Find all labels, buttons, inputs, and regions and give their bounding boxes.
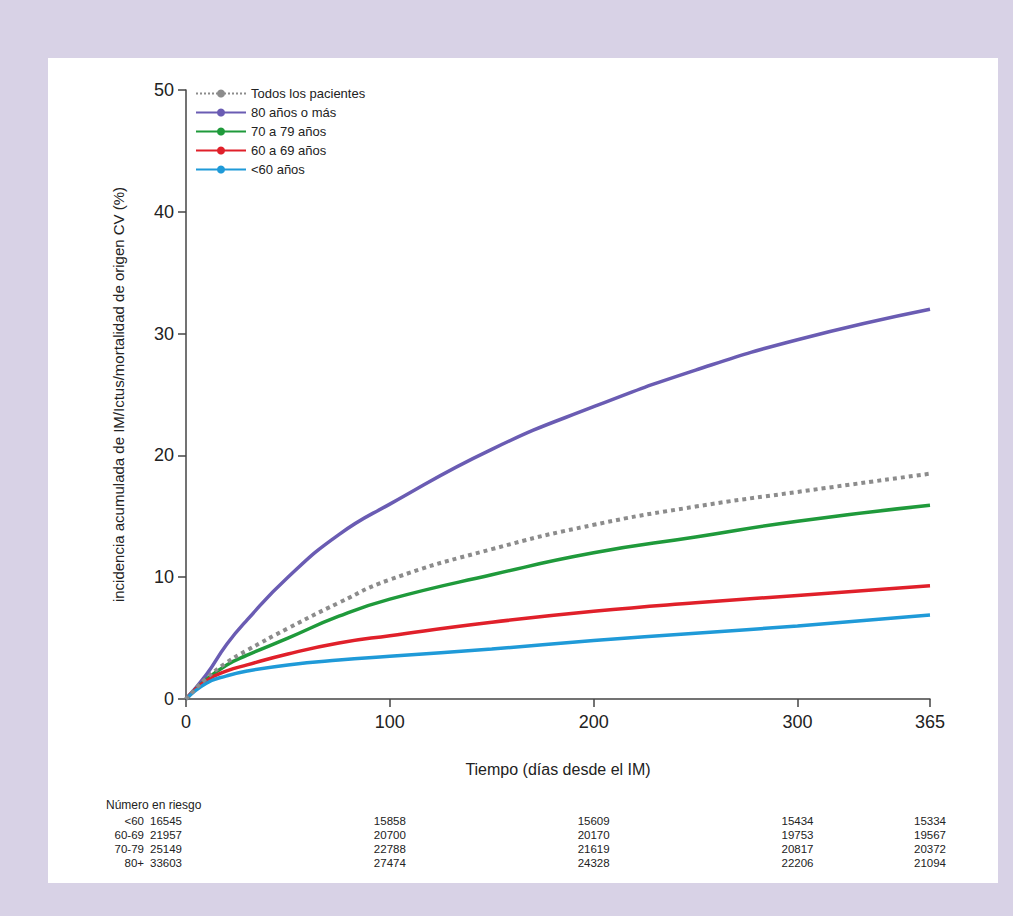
svg-text:<60 años: <60 años xyxy=(251,162,305,177)
svg-text:16545: 16545 xyxy=(150,815,182,827)
svg-text:25149: 25149 xyxy=(150,843,182,855)
svg-text:20817: 20817 xyxy=(782,843,814,855)
svg-text:20: 20 xyxy=(154,445,174,465)
svg-text:100: 100 xyxy=(375,712,405,732)
svg-text:21957: 21957 xyxy=(150,829,182,841)
svg-text:0: 0 xyxy=(181,712,191,732)
svg-text:40: 40 xyxy=(154,202,174,222)
svg-text:Tiempo (días desde el IM): Tiempo (días desde el IM) xyxy=(465,761,650,778)
svg-text:60-69: 60-69 xyxy=(115,829,144,841)
svg-text:Todos los pacientes: Todos los pacientes xyxy=(251,86,366,101)
svg-text:22206: 22206 xyxy=(782,857,814,869)
svg-text:33603: 33603 xyxy=(150,857,182,869)
svg-text:70-79: 70-79 xyxy=(115,843,144,855)
svg-text:80 años o más: 80 años o más xyxy=(251,105,337,120)
svg-text:60 a 69 años: 60 a 69 años xyxy=(251,143,327,158)
svg-text:30: 30 xyxy=(154,324,174,344)
svg-text:70 a 79 años: 70 a 79 años xyxy=(251,124,327,139)
svg-text:24328: 24328 xyxy=(578,857,610,869)
svg-text:20700: 20700 xyxy=(374,829,406,841)
svg-text:365: 365 xyxy=(915,712,945,732)
svg-text:80+: 80+ xyxy=(124,857,144,869)
svg-text:19753: 19753 xyxy=(782,829,814,841)
svg-text:200: 200 xyxy=(579,712,609,732)
svg-text:15858: 15858 xyxy=(374,815,406,827)
svg-text:50: 50 xyxy=(154,80,174,100)
svg-text:incidencia acumulada de IM/Ict: incidencia acumulada de IM/Ictus/mortali… xyxy=(110,187,127,602)
svg-text:22788: 22788 xyxy=(374,843,406,855)
svg-text:<60: <60 xyxy=(124,815,144,827)
svg-text:27474: 27474 xyxy=(374,857,407,869)
svg-text:15434: 15434 xyxy=(782,815,815,827)
svg-text:10: 10 xyxy=(154,567,174,587)
svg-text:15609: 15609 xyxy=(578,815,610,827)
svg-text:20170: 20170 xyxy=(578,829,610,841)
svg-text:20372: 20372 xyxy=(914,843,946,855)
svg-text:0: 0 xyxy=(164,689,174,709)
svg-text:300: 300 xyxy=(782,712,812,732)
svg-text:19567: 19567 xyxy=(914,829,946,841)
svg-text:Número en riesgo: Número en riesgo xyxy=(106,798,202,812)
svg-text:15334: 15334 xyxy=(914,815,947,827)
svg-text:21094: 21094 xyxy=(914,857,947,869)
svg-text:21619: 21619 xyxy=(578,843,610,855)
